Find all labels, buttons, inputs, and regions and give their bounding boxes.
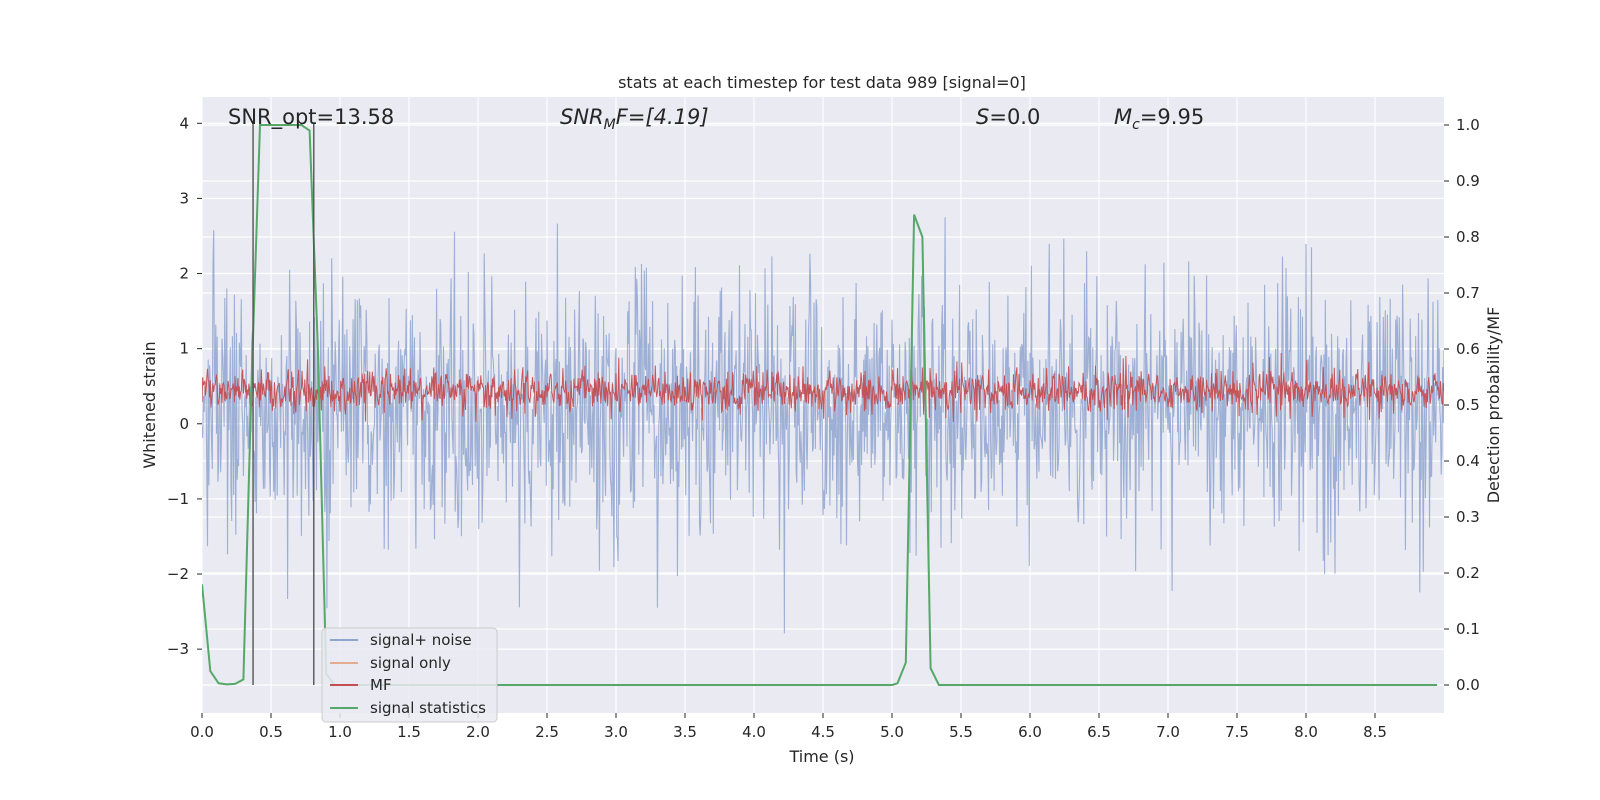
s-label: S — [976, 105, 989, 129]
y-right-axis-label: Detection probability/MF — [1484, 307, 1503, 504]
y-right-tick-label-3: 0.3 — [1456, 508, 1480, 526]
y-left-tick-label-4: 1 — [179, 340, 189, 358]
s-value: =0.0 — [989, 105, 1040, 129]
y-left-tick-label-2: −1 — [167, 490, 189, 508]
mc-annotation: Mc=9.95 — [1114, 105, 1204, 133]
y-left-tick-label-3: 0 — [179, 415, 189, 433]
x-tick-label-9: 4.5 — [811, 723, 835, 741]
y-right-ticks: 0.0 0.1 0.2 0.3 0.4 0.5 0.6 0.7 0.8 0.9 1.0 — [1444, 116, 1480, 694]
x-tick-label-8: 4.0 — [742, 723, 766, 741]
x-tick-label-5: 2.5 — [535, 723, 559, 741]
x-tick-label-10: 5.0 — [880, 723, 904, 741]
x-tick-label-3: 1.5 — [397, 723, 421, 741]
y-right-tick-label-0: 0.0 — [1456, 676, 1480, 694]
vertical-markers — [252, 123, 315, 685]
x-axis-label: Time (s) — [788, 747, 854, 766]
series-signal-statistics-line — [202, 124, 1438, 686]
snr-mf-base: SNR — [560, 105, 604, 129]
legend-label-signal-only: signal only — [370, 654, 451, 672]
x-tick-label-2: 1.0 — [328, 723, 352, 741]
series-mf-line — [202, 352, 1444, 422]
y-left-tick-label-6: 3 — [179, 189, 189, 207]
y-left-tick-label-1: −2 — [167, 565, 189, 583]
x-tick-label-7: 3.5 — [673, 723, 697, 741]
y-right-tick-label-2: 0.2 — [1456, 564, 1480, 582]
mc-base: M — [1114, 105, 1132, 129]
snr-mf-sub: M — [604, 117, 616, 133]
x-tick-label-12: 6.0 — [1018, 723, 1042, 741]
y-right-tick-label-5: 0.5 — [1456, 396, 1480, 414]
x-tick-label-6: 3.0 — [604, 723, 628, 741]
y-right-tick-label-10: 1.0 — [1456, 116, 1480, 134]
y-right-tick-label-1: 0.1 — [1456, 620, 1480, 638]
legend-label-mf: MF — [370, 676, 392, 694]
x-tick-label-11: 5.5 — [949, 723, 973, 741]
mc-sub: c — [1132, 117, 1140, 133]
series-layer — [202, 124, 1444, 686]
mc-value: =9.95 — [1140, 105, 1204, 129]
y-right-tick-label-7: 0.7 — [1456, 284, 1480, 302]
y-right-tick-label-8: 0.8 — [1456, 228, 1480, 246]
legend-label-signal-statistics: signal statistics — [370, 699, 486, 717]
snr-mf-annotation: SNRMF=[4.19] — [560, 105, 709, 133]
x-tick-label-4: 2.0 — [466, 723, 490, 741]
y-left-tick-label-0: −3 — [167, 640, 189, 658]
y-right-tick-label-9: 0.9 — [1456, 172, 1480, 190]
y-left-ticks: −3 −2 −1 0 1 2 3 4 — [167, 114, 202, 658]
chart-title: stats at each timestep for test data 989… — [618, 73, 1026, 92]
snr-mf-rest: F=[4.19] — [616, 105, 709, 129]
y-right-tick-label-6: 0.6 — [1456, 340, 1480, 358]
x-tick-label-16: 8.0 — [1294, 723, 1318, 741]
y-left-tick-label-7: 4 — [179, 114, 189, 132]
legend-box — [321, 627, 498, 723]
y-left-tick-label-5: 2 — [179, 265, 189, 283]
x-tick-label-0: 0.0 — [190, 723, 214, 741]
snr-opt-annotation: SNR_opt=13.58 — [228, 105, 394, 130]
s-annotation: S=0.0 — [976, 105, 1040, 129]
x-tick-label-13: 6.5 — [1087, 723, 1111, 741]
y-right-tick-label-4: 0.4 — [1456, 452, 1480, 470]
y-left-grid — [202, 122, 1444, 650]
x-tick-label-17: 8.5 — [1363, 723, 1387, 741]
legend-label-signal-noise: signal+ noise — [370, 631, 472, 649]
y-left-axis-label: Whitened strain — [140, 341, 159, 468]
x-ticks: 0.0 0.5 1.0 1.5 2.0 2.5 3.0 3.5 4.0 4.5 5.0 5.5 6.0 6… — [190, 713, 1387, 741]
legend: signal+ noise signal only MF signal stat… — [321, 627, 498, 723]
x-tick-label-14: 7.0 — [1156, 723, 1180, 741]
x-tick-label-15: 7.5 — [1225, 723, 1249, 741]
x-tick-label-1: 0.5 — [259, 723, 283, 741]
